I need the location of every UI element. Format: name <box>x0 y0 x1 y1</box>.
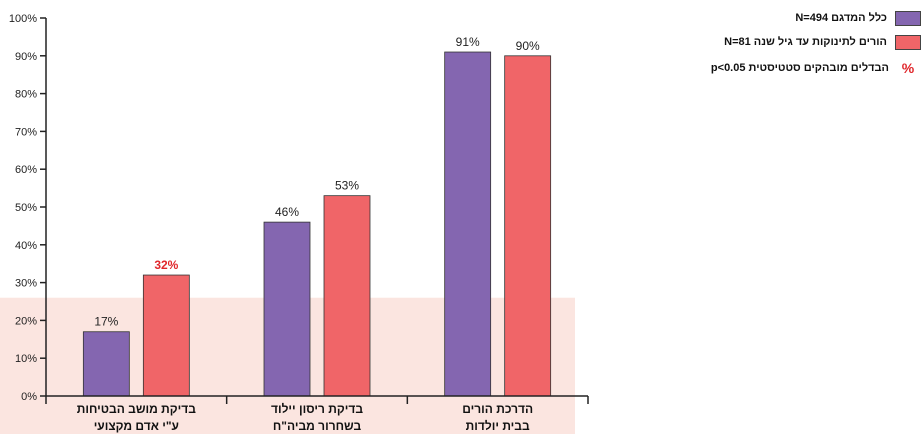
bar-value-label: 90% <box>516 39 540 53</box>
legend-item-significance: % הבדלים מובהקים סטטיסטית p<0.05 <box>621 58 921 78</box>
legend-label-parents: הורים לתינוקות עד גיל שנה N=81 <box>724 36 887 48</box>
y-tick-label: 30% <box>15 278 37 290</box>
category-label: הדרכת הורים <box>462 402 533 416</box>
y-tick-label: 0% <box>21 391 37 403</box>
y-tick-label: 70% <box>15 126 37 138</box>
legend-item-all-sample: כלל המדגם N=494 <box>621 8 921 28</box>
y-tick-label: 60% <box>15 164 37 176</box>
bar-all-sample <box>444 51 492 397</box>
category-label: בדיקת מושב הבטיחות <box>77 402 196 416</box>
y-tick-label: 40% <box>15 240 37 252</box>
legend-swatch-parents <box>895 34 921 50</box>
significance-symbol: % <box>901 60 915 76</box>
significance-text: הבדלים מובהקים סטטיסטית p<0.05 <box>710 62 889 74</box>
category-label: ע"י אדם מקצועי <box>94 419 179 433</box>
legend: כלל המדגם N=494 הורים לתינוקות עד גיל שנ… <box>621 8 921 82</box>
y-tick-label: 90% <box>15 51 37 63</box>
bar-value-label: 46% <box>275 205 299 219</box>
y-tick-label: 100% <box>9 13 37 25</box>
legend-label-all-sample: כלל המדגם N=494 <box>795 12 887 24</box>
bar-all-sample <box>263 221 311 397</box>
y-tick-label: 50% <box>15 202 37 214</box>
bar-parents <box>142 274 190 397</box>
bar-all-sample <box>82 331 130 397</box>
bar-parents <box>504 55 552 397</box>
category-label: בשחרור מביה"ח <box>273 419 362 433</box>
bar-value-label: 17% <box>94 315 118 329</box>
legend-swatch-all-sample <box>895 10 921 26</box>
bar-value-label: 53% <box>335 179 359 193</box>
bar-parents <box>323 195 371 397</box>
category-label: בדיקת ריסון יילוד <box>271 402 363 416</box>
y-tick-label: 20% <box>15 315 37 327</box>
legend-item-parents: הורים לתינוקות עד גיל שנה N=81 <box>621 32 921 52</box>
bar-value-label: 32% <box>154 258 178 272</box>
y-tick-label: 10% <box>15 353 37 365</box>
category-label: בבית יולדות <box>466 419 530 433</box>
bar-value-label: 91% <box>456 35 480 49</box>
y-tick-label: 80% <box>15 89 37 101</box>
